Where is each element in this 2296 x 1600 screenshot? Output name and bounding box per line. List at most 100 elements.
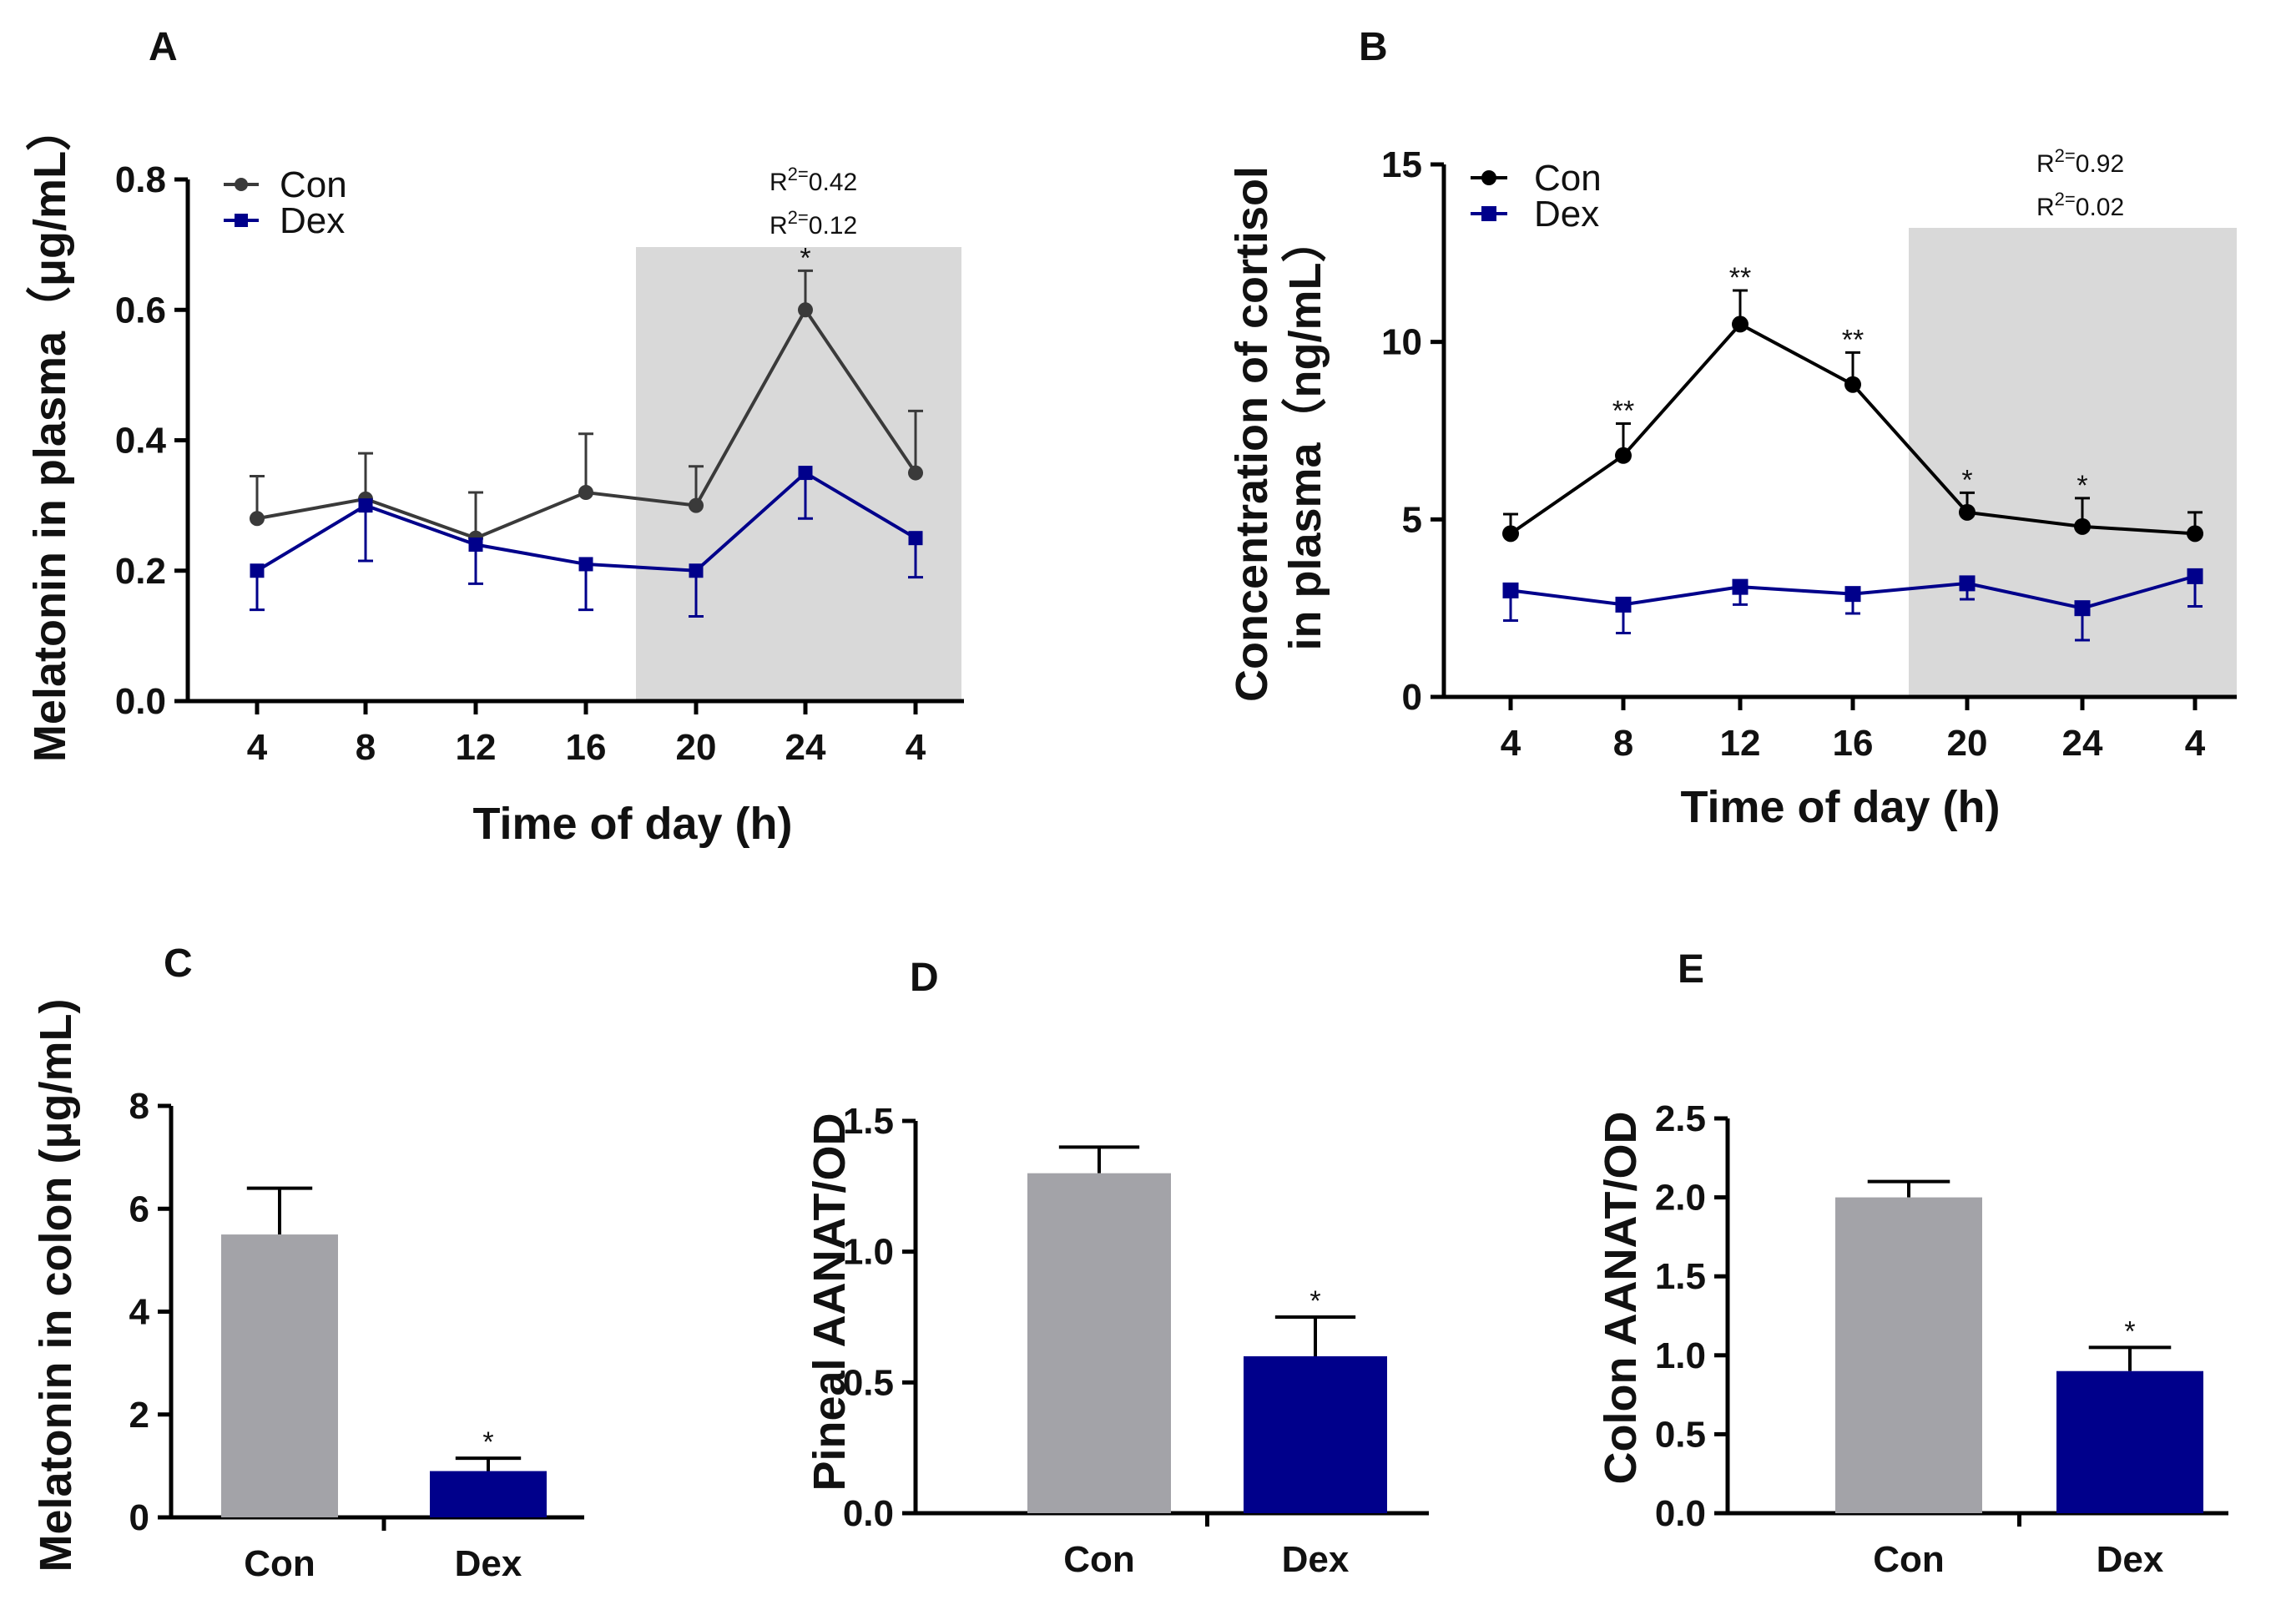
data-point: [468, 538, 483, 552]
bar-dex: [2056, 1370, 2203, 1513]
data-point: [2187, 525, 2203, 543]
y-tick-label: 8: [129, 1086, 149, 1127]
data-point: [689, 563, 704, 578]
panel-a-r2-labels: R2=0.42 R2=0.12: [770, 164, 857, 240]
data-point: [1615, 596, 1632, 613]
significance-marker: *: [1309, 1285, 1320, 1317]
panel-b-x-ticks: 4 8 12 16 20 24 4: [1501, 697, 2206, 764]
significance-marker: *: [2076, 470, 2087, 502]
panel-b-series: [1502, 289, 2203, 642]
y-tick-label: 5: [1402, 499, 1422, 540]
bar-con: [1835, 1197, 1982, 1513]
data-point: [1959, 503, 1976, 521]
y-tick-label: 0.0: [115, 681, 166, 722]
data-point: [578, 485, 593, 500]
shaded-night-region: [1909, 228, 2237, 697]
x-tick-label: 12: [1720, 723, 1761, 764]
panel-b-legend: Con Dex: [1471, 158, 1602, 235]
panel-b-x-axis-title: Time of day (h): [1680, 782, 2000, 832]
panel-a-x-ticks: 4 8 12 16 20 24 4: [247, 701, 926, 768]
y-tick-label: 4: [129, 1292, 150, 1333]
panel-c-y-axis-title: Melatonin in colon (μg/mL): [31, 999, 81, 1572]
y-tick-label: 2.0: [1655, 1178, 1706, 1219]
y-tick-label: 1.0: [843, 1232, 894, 1273]
significance-marker: *: [2124, 1315, 2135, 1347]
y-tick-label: 10: [1381, 322, 1422, 363]
data-point: [908, 465, 923, 481]
x-tick-label: Dex: [455, 1543, 522, 1584]
panel-e-significance: *: [2124, 1315, 2135, 1347]
x-tick-label: 4: [1501, 723, 1521, 764]
panel-b-y-axis-title-line1: Concentration of cortisol: [1227, 166, 1277, 702]
x-tick-label: Dex: [2097, 1539, 2164, 1580]
panel-d-bars: Con Dex: [1027, 1145, 1387, 1580]
x-tick-label: 16: [566, 727, 607, 768]
y-tick-label: 0.5: [1655, 1414, 1706, 1455]
x-tick-label: 4: [906, 727, 926, 768]
y-tick-label: 1.5: [1655, 1256, 1706, 1297]
y-tick-label: 0.0: [843, 1493, 894, 1534]
data-point: [1615, 447, 1632, 464]
data-point: [908, 531, 923, 546]
panel-b-letter: B: [1359, 25, 1388, 69]
data-point: [358, 498, 373, 513]
panel-d-y-ticks: 0.0 0.5 1.0 1.5: [843, 1101, 916, 1534]
panel-a-letter: A: [149, 25, 178, 69]
panel-d-letter: D: [910, 956, 939, 1000]
x-tick-label: Con: [1873, 1539, 1945, 1580]
panel-b-significance: ******* *: [1612, 262, 2088, 502]
panel-c-y-ticks: 0 2 4 6 8: [129, 1086, 171, 1538]
data-point: [798, 302, 813, 318]
panel-a-significance: *: [800, 242, 810, 274]
x-tick-label: Con: [1063, 1539, 1135, 1580]
x-tick-label: 12: [456, 727, 497, 768]
panel-a: A 0.0 0.2 0.4 0.6 0.8 4 8 12 16 20 24 4 * Time of …: [25, 25, 964, 849]
data-point: [1844, 586, 1861, 603]
significance-marker: *: [1961, 464, 1972, 496]
data-point: [1502, 582, 1519, 598]
x-tick-label: Con: [244, 1543, 315, 1584]
legend-dex-label: Dex: [280, 200, 345, 241]
panel-a-y-axis-title: Melatonin in plasma（μg/mL）: [25, 106, 75, 762]
panel-d: D 0.0 0.5 1.0 1.5 Con Dex * Pineal AANAT/OD: [805, 956, 1429, 1580]
panel-e-bars: Con Dex: [1835, 1179, 2203, 1580]
bar-con: [221, 1234, 338, 1517]
legend-con-marker: [1481, 170, 1496, 185]
significance-marker: **: [1729, 262, 1751, 294]
x-tick-label: 8: [356, 727, 376, 768]
panel-b-y-axis-title-line2: in plasma（ng/mL）: [1280, 217, 1330, 650]
x-tick-label: 4: [2185, 723, 2206, 764]
series-dex: [1502, 568, 2203, 642]
data-point: [689, 497, 704, 513]
significance-marker: **: [1612, 395, 1634, 426]
legend-dex-marker: [235, 214, 248, 227]
panel-a-x-axis-title: Time of day (h): [472, 799, 792, 849]
y-tick-label: 0.8: [115, 159, 166, 200]
bar-dex: [1244, 1356, 1387, 1513]
x-tick-label: 16: [1833, 723, 1874, 764]
y-tick-label: 0.0: [1655, 1493, 1706, 1534]
panel-b-r2-labels: R2=0.92 R2=0.02: [2036, 145, 2124, 221]
legend-dex-marker: [1481, 206, 1496, 221]
legend-dex-label: Dex: [1534, 194, 1599, 235]
panel-c-significance: *: [482, 1426, 493, 1458]
data-point: [250, 563, 265, 578]
panel-e-letter: E: [1678, 947, 1704, 992]
y-tick-label: 6: [129, 1189, 149, 1229]
data-point: [1844, 376, 1861, 393]
panel-c: C 0 2 4 6 8 Con Dex * Melatonin in colon (μg/…: [31, 941, 584, 1584]
panel-a-y-ticks: 0.0 0.2 0.4 0.6 0.8: [115, 159, 188, 722]
series-dex: [250, 466, 923, 618]
y-tick-label: 15: [1381, 144, 1422, 185]
panel-b-y-ticks: 0 5 10 15: [1381, 144, 1444, 718]
y-tick-label: 0.4: [115, 421, 167, 462]
data-point: [250, 511, 265, 527]
r2-label-dex: R2=0.12: [770, 207, 857, 240]
panel-b-shaded-region: [1909, 228, 2237, 697]
panel-c-bars: Con Dex: [221, 1186, 547, 1584]
data-point: [2074, 600, 2091, 617]
r2-label-dex: R2=0.02: [2036, 189, 2124, 221]
series-con: [1502, 289, 2203, 543]
